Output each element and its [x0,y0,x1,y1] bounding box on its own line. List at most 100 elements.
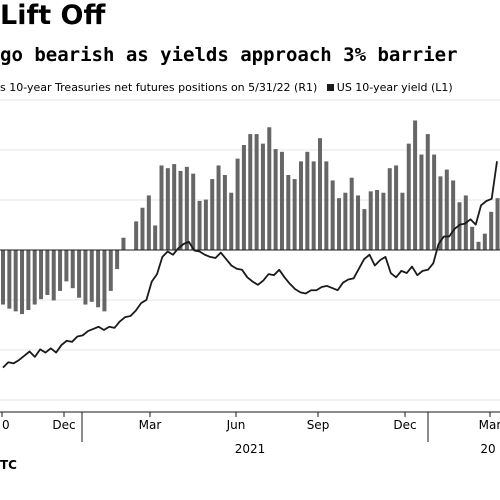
bar-59 [375,190,380,250]
bar-9 [58,250,63,291]
bar-68 [432,154,437,250]
x-tick-label-1: Dec [52,418,75,432]
bar-42 [267,127,272,250]
bar-7 [45,250,50,295]
bar-22 [140,207,145,250]
bar-70 [444,169,449,250]
bar-62 [394,165,399,250]
legend-label-positions: s 10-year Treasuries net futures positio… [0,81,318,94]
chart-title: Lift Off [0,0,106,31]
bar-30 [191,173,196,250]
bar-31 [197,200,202,250]
chart-subtitle: go bearish as yields approach 3% barrier [0,44,458,66]
bar-41 [260,143,265,250]
bar-52 [330,180,335,250]
bar-18 [115,250,120,270]
bar-47 [298,161,303,250]
bar-2 [13,250,18,312]
x-tick-label-2: Mar [139,418,162,432]
bar-67 [425,134,430,250]
year-label-0: 2021 [235,442,266,456]
bar-45 [286,175,291,250]
bar-43 [273,149,278,250]
bar-36 [229,192,234,250]
bar-66 [419,154,424,250]
year-label-1: 20 [480,442,495,456]
bar-1 [7,250,12,309]
bar-76 [482,233,487,250]
bar-3 [20,250,25,315]
bar-65 [413,120,418,250]
bar-48 [305,151,310,250]
bar-63 [400,192,405,250]
x-tick-label-5: Dec [393,418,416,432]
bar-15 [96,250,101,308]
bar-6 [39,250,44,300]
source-note: TC [0,458,17,472]
bar-14 [89,250,94,302]
bar-51 [324,161,329,250]
x-tick-label-4: Sep [307,418,330,432]
bar-32 [203,199,208,250]
bar-75 [476,241,481,250]
bar-37 [235,158,240,250]
bar-27 [172,164,177,250]
bar-34 [216,165,221,250]
bar-17 [108,250,113,291]
bar-71 [451,180,456,250]
legend-swatch-yield [326,84,334,91]
bar-54 [343,192,348,250]
bar-26 [165,168,170,250]
bar-78 [495,198,500,250]
bar-69 [438,176,443,250]
legend-item-positions: s 10-year Treasuries net futures positio… [0,81,321,94]
bar-35 [222,175,227,250]
bar-56 [356,195,361,250]
bar-25 [159,165,164,250]
legend-item-yield: US 10-year yield (L1) [326,81,453,94]
bar-57 [362,209,367,250]
bar-61 [387,168,392,250]
bar-58 [368,191,373,250]
bar-33 [210,179,215,250]
bar-11 [70,250,75,289]
bar-21 [134,221,139,250]
yield-line [2,161,498,369]
bar-23 [146,195,151,250]
bar-77 [489,211,494,250]
line-series-us-10-year-yield [2,161,498,369]
bar-10 [64,250,69,282]
x-tick-label-3: Jun [226,418,246,432]
x-tick-label-0: 0 [2,418,10,432]
bar-28 [178,170,183,250]
bar-44 [279,151,284,250]
bar-24 [153,225,158,250]
legend: s 10-year Treasuries net futures positio… [0,80,459,96]
bar-0 [1,250,5,305]
bar-46 [292,179,297,250]
bar-12 [77,250,82,298]
bar-39 [248,134,253,250]
bar-40 [254,134,259,250]
bar-38 [241,145,246,250]
bar-60 [381,192,386,250]
x-axis: 0 Dec Mar Jun Sep Dec Mar 2021 20 [0,411,500,456]
bar-series-net-futures-positions [0,120,500,315]
bar-4 [26,250,31,310]
bar-16 [102,250,107,312]
bar-64 [406,143,411,250]
chart-plot: 0 Dec Mar Jun Sep Dec Mar 2021 20 [0,99,500,456]
bar-49 [311,161,316,250]
bar-72 [457,202,462,250]
bar-8 [51,250,56,301]
bar-5 [32,250,37,305]
bar-13 [83,250,88,305]
legend-label-yield: US 10-year yield (L1) [336,81,453,94]
bar-53 [337,198,342,250]
bar-19 [121,237,126,250]
bar-74 [470,226,475,250]
bar-55 [349,177,354,250]
x-tick-label-6: Mar [479,418,500,432]
bar-50 [318,138,322,250]
bar-29 [184,166,189,250]
